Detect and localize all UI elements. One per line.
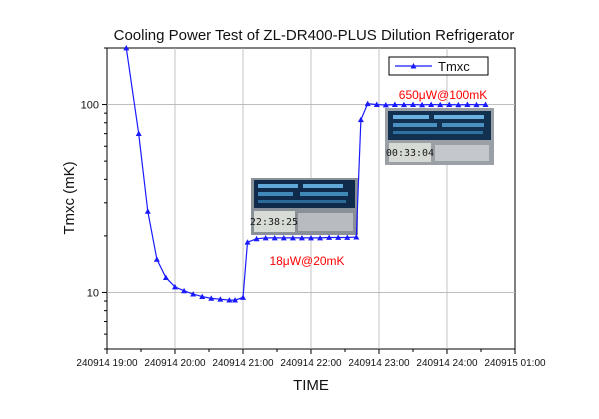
data-point [135,130,142,137]
data-point [226,297,233,303]
annotation-650uw: 650μW@100mK [399,88,487,102]
x-axis-label: TIME [293,377,329,394]
data-point [482,101,489,107]
data-point [144,208,151,214]
data-point [232,297,239,303]
x-tick-label: 240914 24:00 [416,358,478,369]
legend-box [388,56,489,76]
data-point [391,101,398,107]
data-point [455,101,462,108]
photo-20mk-lcd-panel [254,211,295,232]
photo-100mk-inset: 00:33:04 [385,108,494,165]
legend: Tmxc [388,56,489,76]
data-point [181,287,188,294]
data-point [317,234,324,241]
photo-100mk-lcd-panel [389,143,431,162]
data-point [153,256,160,262]
data-point [373,101,380,107]
data-point [289,234,296,241]
data-point [464,101,471,107]
data-point [298,234,305,241]
data-point [240,294,246,300]
data-point [280,234,287,241]
data-point [357,116,364,123]
legend-label: Tmxc [438,59,470,74]
x-tick-label: 240914 20:00 [144,358,206,369]
data-point [190,291,197,297]
data-point [382,101,389,108]
data-point [123,45,130,51]
data-point [364,100,371,107]
annotation-18uw: 18μW@20mK [269,254,344,268]
y-axis-label: Tmxc (mK) [61,161,78,234]
data-point [344,234,351,240]
data-point [410,101,416,107]
x-tick-label: 240915 01:00 [484,358,546,369]
data-point [353,234,360,240]
data-point [446,101,453,107]
data-point [253,235,260,242]
photo-20mk-lcd-time: 22:38:25 [250,217,298,228]
data-point [244,239,251,245]
y-axis: 10 100 [81,47,107,350]
photo-100mk-lcd-time: 00:33:04 [386,148,434,159]
data-point [400,101,407,108]
data-point [308,234,314,241]
y-tick-label: 100 [81,100,99,112]
data-point [217,296,224,302]
x-tick-label: 240914 21:00 [212,358,274,369]
series-markers-tmxc [123,45,489,303]
data-point [271,234,278,241]
data-point [199,293,206,300]
data-point [162,274,169,280]
legend-marker [410,63,417,69]
x-tick-label: 240914 23:00 [348,358,410,369]
data-point [437,101,444,108]
data-point [335,234,342,240]
x-tick-label: 240914 22:00 [280,358,342,369]
x-tick-label: 240914 19:00 [76,358,138,369]
data-point [208,295,215,301]
data-point [419,101,426,108]
chart-title: Cooling Power Test of ZL-DR400-PLUS Dilu… [114,27,515,44]
y-tick-label: 10 [87,287,99,299]
photo-20mk-inset: 22:38:25 [250,178,358,235]
data-point [473,101,480,108]
data-point [172,283,178,290]
data-point [262,234,269,241]
x-axis: 240914 19:00 240914 20:00 240914 21:00 2409… [76,349,546,369]
data-point [428,101,435,107]
data-point [326,234,333,240]
